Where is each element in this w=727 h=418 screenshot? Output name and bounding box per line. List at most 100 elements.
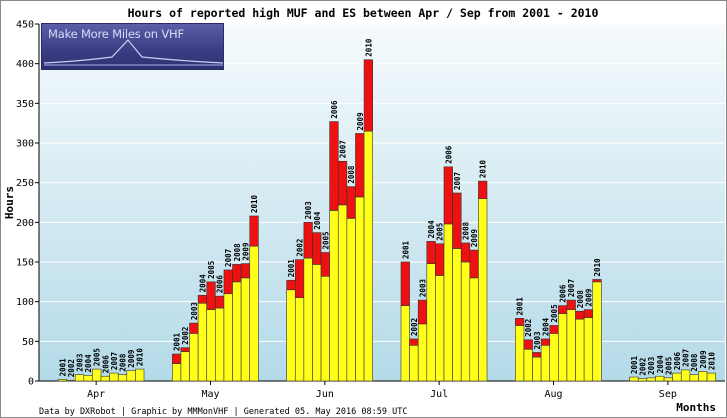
bar-red bbox=[575, 310, 585, 320]
bar-label: 2005 bbox=[321, 231, 330, 249]
bar-yellow bbox=[655, 375, 665, 382]
logo-graphic bbox=[43, 39, 223, 66]
bar-yellow bbox=[680, 369, 691, 382]
x-tick-label-may: May bbox=[201, 389, 219, 400]
bar-red bbox=[409, 338, 419, 346]
bar-label: 2002 bbox=[639, 358, 648, 376]
bar-label: 2001 bbox=[58, 358, 67, 377]
y-tick-label: 400 bbox=[16, 59, 34, 70]
bar-label: 2007 bbox=[110, 352, 119, 370]
x-tick-label-jul: Jul bbox=[430, 389, 448, 400]
bar-yellow bbox=[646, 377, 656, 382]
bar-label: 2010 bbox=[364, 38, 373, 57]
bar-label: 2009 bbox=[470, 229, 479, 248]
bar-yellow bbox=[363, 130, 373, 382]
bar-red bbox=[583, 309, 594, 318]
bar-red bbox=[515, 318, 525, 326]
bar-yellow bbox=[663, 377, 673, 382]
bar-yellow bbox=[426, 263, 436, 382]
bar-label: 2010 bbox=[593, 258, 602, 277]
bar-label: 2001 bbox=[287, 259, 296, 278]
bar-yellow bbox=[532, 356, 542, 382]
bar-red bbox=[329, 121, 339, 211]
bar-yellow bbox=[637, 378, 648, 382]
y-axis-label: Hours bbox=[3, 186, 16, 219]
bar-yellow bbox=[66, 379, 76, 382]
y-tick-label: 0 bbox=[28, 377, 34, 388]
bar-yellow bbox=[452, 248, 462, 382]
bar-yellow bbox=[223, 293, 233, 382]
bar-label: 2010 bbox=[479, 160, 488, 179]
bar-label: 2008 bbox=[347, 165, 356, 184]
x-axis-label: Months bbox=[676, 401, 716, 414]
y-tick-label: 300 bbox=[16, 139, 34, 150]
bar-yellow bbox=[117, 374, 128, 382]
bar-label: 2003 bbox=[76, 353, 85, 372]
bar-label: 2001 bbox=[630, 355, 639, 374]
bar-red bbox=[443, 166, 453, 225]
bar-yellow bbox=[57, 379, 67, 382]
bar-label: 2001 bbox=[173, 332, 182, 351]
bar-label: 2006 bbox=[559, 284, 568, 303]
bar-yellow bbox=[689, 374, 699, 382]
bar-red bbox=[232, 264, 242, 283]
bar-yellow bbox=[312, 264, 322, 382]
bar-red bbox=[452, 192, 462, 249]
bar-red bbox=[478, 180, 488, 199]
bar-yellow bbox=[189, 333, 199, 382]
y-tick-label: 350 bbox=[16, 99, 34, 110]
bar-yellow bbox=[540, 344, 551, 382]
bar-label: 2003 bbox=[304, 201, 313, 220]
bar-red bbox=[435, 243, 445, 276]
bar-label: 2009 bbox=[241, 242, 250, 261]
bar-red bbox=[320, 252, 330, 277]
bar-red bbox=[240, 263, 251, 279]
bar-label: 2006 bbox=[444, 145, 453, 164]
bar-yellow bbox=[135, 368, 145, 382]
footer-credits: Data by DXRobot | Graphic by MMMonVHF | … bbox=[39, 407, 407, 417]
bar-label: 2008 bbox=[576, 290, 585, 309]
bar-label: 2008 bbox=[462, 221, 471, 240]
bar-label: 2002 bbox=[181, 327, 190, 345]
plot-area bbox=[39, 24, 725, 381]
bar-yellow bbox=[215, 307, 225, 382]
bar-label: 2001 bbox=[516, 297, 525, 316]
bar-label: 2004 bbox=[198, 274, 207, 293]
bar-label: 2003 bbox=[533, 331, 542, 350]
bar-red bbox=[460, 242, 471, 263]
bar-label: 2003 bbox=[190, 302, 199, 321]
bar-yellow bbox=[92, 368, 102, 382]
bar-red bbox=[540, 338, 551, 346]
bar-red bbox=[532, 352, 542, 358]
y-tick-label: 50 bbox=[22, 337, 34, 348]
bar-yellow bbox=[249, 245, 259, 382]
bar-red bbox=[337, 160, 348, 206]
y-tick-label: 450 bbox=[16, 20, 34, 31]
x-tick-label-aug: Aug bbox=[544, 389, 562, 400]
bar-label: 2004 bbox=[427, 220, 436, 239]
bar-yellow bbox=[443, 223, 453, 382]
bar-label: 2007 bbox=[339, 140, 348, 158]
bar-label: 2009 bbox=[584, 288, 593, 307]
bar-red bbox=[523, 339, 533, 350]
bar-yellow bbox=[549, 333, 559, 382]
bar-label: 2005 bbox=[207, 261, 216, 279]
bar-label: 2008 bbox=[233, 243, 242, 262]
bar-yellow bbox=[460, 261, 471, 382]
bar-yellow bbox=[197, 302, 208, 382]
bar-red bbox=[180, 347, 190, 352]
bar-red bbox=[286, 279, 296, 291]
bar-red bbox=[426, 241, 436, 264]
bar-yellow bbox=[180, 351, 190, 382]
bar-red bbox=[566, 299, 576, 310]
bar-red bbox=[417, 299, 428, 325]
bar-red bbox=[355, 133, 365, 198]
bar-label: 2008 bbox=[119, 353, 128, 372]
bar-label: 2006 bbox=[101, 355, 110, 374]
bar-red bbox=[197, 295, 208, 304]
bar-label: 2002 bbox=[410, 318, 419, 336]
bar-yellow bbox=[240, 277, 251, 382]
bar-yellow bbox=[346, 218, 356, 382]
y-tick-label: 100 bbox=[16, 297, 34, 308]
